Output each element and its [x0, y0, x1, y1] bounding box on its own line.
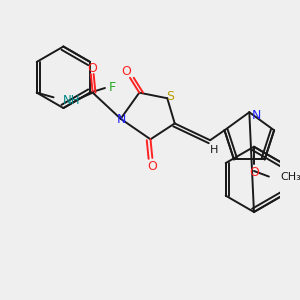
Text: O: O: [88, 62, 98, 75]
Text: CH₃: CH₃: [280, 172, 300, 182]
Text: NH: NH: [63, 94, 80, 106]
Text: H: H: [210, 145, 218, 154]
Text: F: F: [109, 81, 116, 94]
Text: O: O: [121, 65, 131, 78]
Text: N: N: [252, 109, 262, 122]
Text: O: O: [249, 166, 259, 179]
Text: S: S: [166, 90, 174, 103]
Text: N: N: [117, 113, 126, 126]
Text: O: O: [147, 160, 157, 173]
